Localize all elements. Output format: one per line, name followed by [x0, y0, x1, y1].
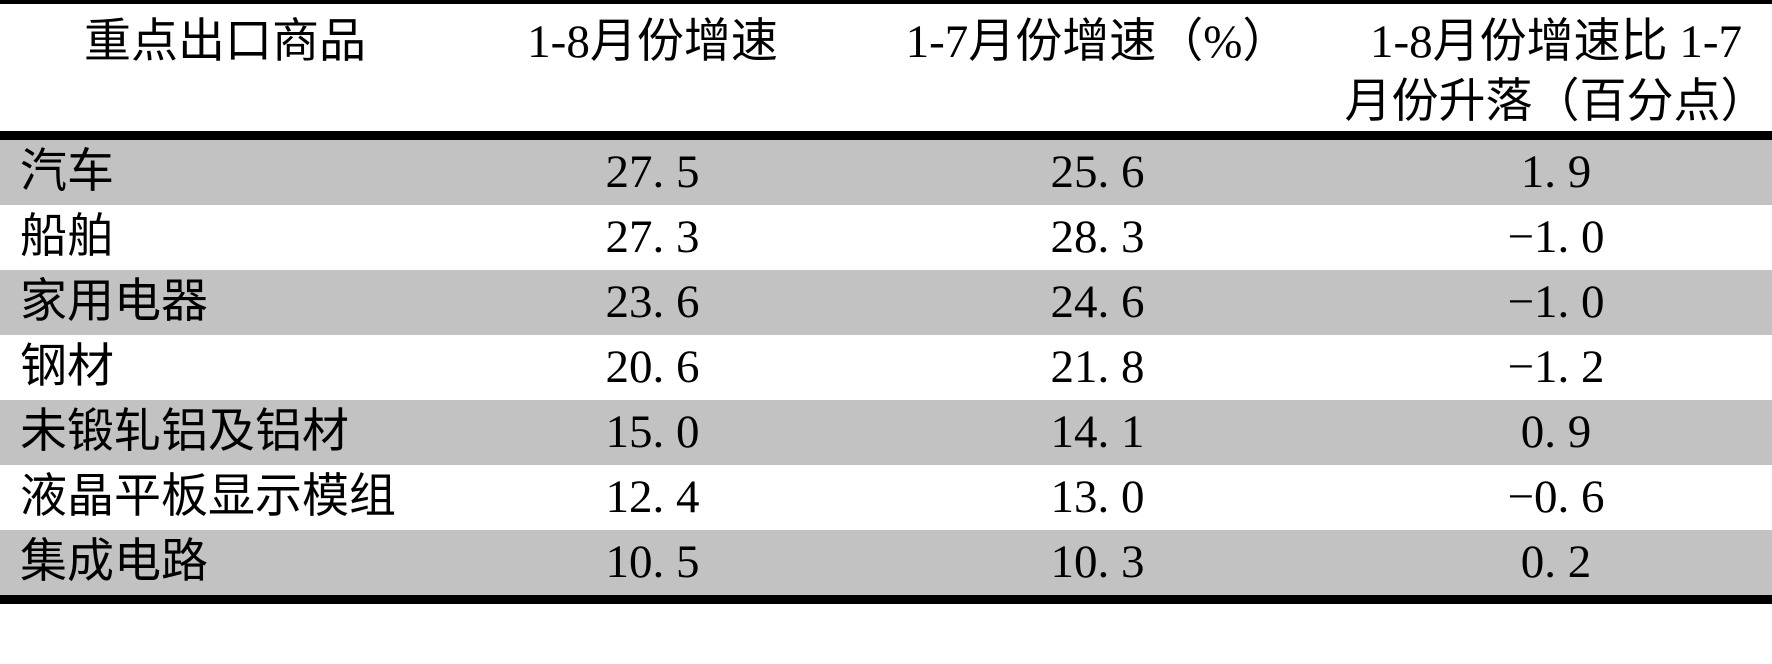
growth-1-7-cell: 21. 8	[1050, 341, 1145, 393]
column-header-change: 1-8月份增速比 1-7 月份升落（百分点）	[1340, 4, 1772, 132]
column-header-change-line1: 1-8月份增速比 1-7	[1369, 16, 1743, 68]
table-top-rule	[0, 0, 1772, 4]
table-row: 汽车 27. 5 25. 6 1. 9	[0, 140, 1772, 205]
column-header-commodity: 重点出口商品	[0, 4, 450, 72]
table-row: 液晶平板显示模组 12. 4 13. 0 −0. 6	[0, 465, 1772, 530]
growth-1-8-cell: 23. 6	[605, 276, 700, 328]
change-cell: 1. 9	[1520, 146, 1592, 198]
commodity-name-cell: 汽车	[20, 146, 114, 198]
change-cell: −0. 6	[1507, 471, 1605, 523]
commodity-name-cell: 未锻轧铝及铝材	[20, 406, 349, 458]
growth-1-7-cell: 14. 1	[1050, 406, 1145, 458]
growth-1-8-cell: 27. 5	[605, 146, 700, 198]
growth-1-8-cell: 20. 6	[605, 341, 700, 393]
growth-1-8-cell: 12. 4	[605, 471, 700, 523]
growth-1-8-cell: 10. 5	[605, 536, 700, 588]
commodity-name-cell: 家用电器	[20, 276, 208, 328]
column-header-commodity-label: 重点出口商品	[84, 16, 366, 68]
growth-1-7-cell: 10. 3	[1050, 536, 1145, 588]
column-header-growth-1-7-label: 1-7月份增速（%）	[905, 16, 1290, 68]
commodity-name-cell: 船舶	[20, 211, 114, 263]
commodity-name-cell: 钢材	[20, 341, 114, 393]
bottom-whitespace	[0, 604, 1772, 664]
column-header-growth-1-8-label: 1-8月份增速	[527, 16, 778, 68]
growth-1-7-cell: 13. 0	[1050, 471, 1145, 523]
change-cell: −1. 0	[1507, 211, 1605, 263]
table-row: 家用电器 23. 6 24. 6 −1. 0	[0, 270, 1772, 335]
column-header-change-line2: 月份升落（百分点）	[1344, 76, 1768, 128]
growth-1-8-cell: 15. 0	[605, 406, 700, 458]
change-cell: −1. 0	[1507, 276, 1605, 328]
column-header-growth-1-8: 1-8月份增速	[450, 4, 855, 72]
change-cell: 0. 9	[1520, 406, 1592, 458]
growth-1-7-cell: 28. 3	[1050, 211, 1145, 263]
table-row: 未锻轧铝及铝材 15. 0 14. 1 0. 9	[0, 400, 1772, 465]
table-header-rule	[0, 131, 1772, 140]
growth-1-7-cell: 25. 6	[1050, 146, 1145, 198]
table-row: 船舶 27. 3 28. 3 −1. 0	[0, 205, 1772, 270]
table-bottom-rule	[0, 595, 1772, 604]
growth-1-8-cell: 27. 3	[605, 211, 700, 263]
table-row: 钢材 20. 6 21. 8 −1. 2	[0, 335, 1772, 400]
change-cell: 0. 2	[1520, 536, 1592, 588]
commodity-name-cell: 液晶平板显示模组	[20, 471, 396, 523]
table-header-row: 重点出口商品 1-8月份增速 1-7月份增速（%） 1-8月份增速比 1-7 月…	[0, 4, 1772, 131]
column-header-growth-1-7: 1-7月份增速（%）	[855, 4, 1340, 72]
commodity-name-cell: 集成电路	[20, 536, 208, 588]
change-cell: −1. 2	[1507, 341, 1605, 393]
growth-1-7-cell: 24. 6	[1050, 276, 1145, 328]
table-row: 集成电路 10. 5 10. 3 0. 2	[0, 530, 1772, 595]
